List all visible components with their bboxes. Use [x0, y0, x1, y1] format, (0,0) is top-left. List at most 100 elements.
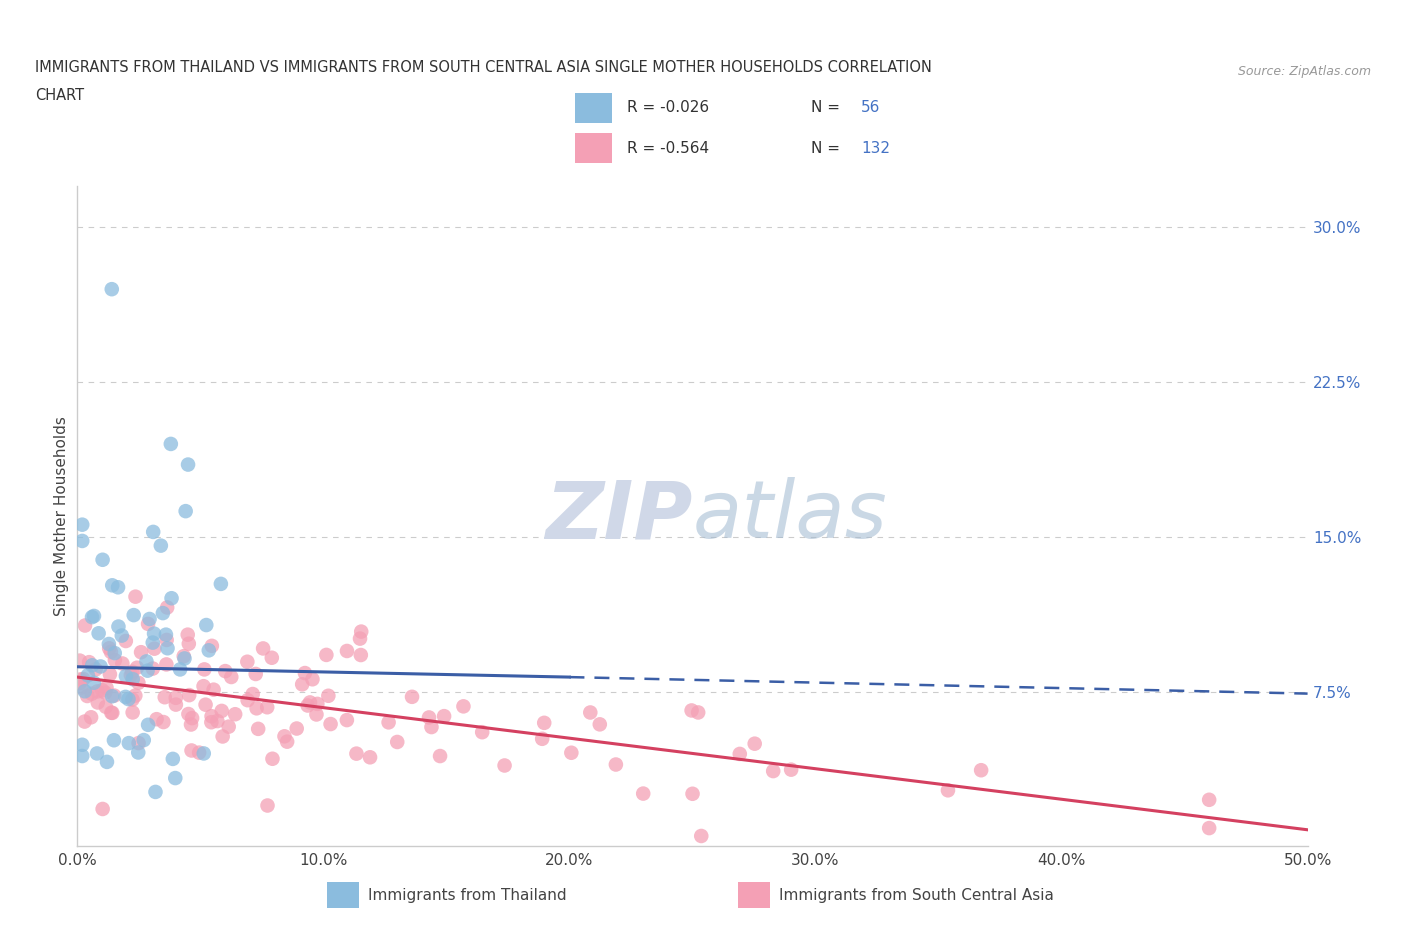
Point: [681, 703, 703, 718]
Text: Immigrants from South Central Asia: Immigrants from South Central Asia: [779, 887, 1054, 903]
Point: [94, 685, 117, 700]
Point: [87, 626, 110, 641]
Point: [165, 698, 187, 712]
Text: IMMIGRANTS FROM THAILAND VS IMMIGRANTS FROM SOUTH CENTRAL ASIA SINGLE MOTHER HOU: IMMIGRANTS FROM THAILAND VS IMMIGRANTS F…: [35, 60, 932, 75]
Point: [298, 695, 321, 710]
Point: [744, 737, 766, 751]
Point: [179, 687, 201, 702]
Point: [160, 591, 183, 605]
Point: [471, 724, 494, 739]
Bar: [326, 883, 359, 908]
Point: [121, 705, 143, 720]
Point: [236, 655, 259, 670]
Point: [115, 669, 138, 684]
Point: [80, 610, 103, 625]
Point: [177, 627, 200, 642]
Point: [73, 618, 96, 633]
Point: [73, 714, 96, 729]
Point: [433, 709, 456, 724]
Point: [688, 705, 710, 720]
Point: [211, 729, 233, 744]
Point: [124, 688, 146, 703]
Point: [153, 690, 176, 705]
Point: [101, 689, 124, 704]
Point: [180, 743, 202, 758]
Point: [201, 638, 224, 653]
Point: [98, 667, 121, 682]
Point: [82, 658, 104, 672]
Text: R = -0.026: R = -0.026: [627, 100, 709, 115]
Point: [136, 617, 159, 631]
Text: Immigrants from Thailand: Immigrants from Thailand: [368, 887, 567, 903]
Point: [83, 608, 105, 623]
Point: [118, 736, 141, 751]
Point: [262, 751, 284, 766]
Point: [533, 715, 555, 730]
Point: [138, 612, 160, 627]
Point: [76, 668, 98, 683]
Point: [107, 579, 129, 594]
Point: [132, 733, 155, 748]
Point: [145, 785, 167, 800]
Point: [276, 734, 298, 749]
Point: [87, 695, 110, 710]
Point: [90, 659, 112, 674]
Point: [101, 578, 124, 592]
Point: [173, 651, 195, 666]
Point: [177, 636, 200, 651]
Point: [224, 707, 246, 722]
Point: [682, 787, 704, 802]
Point: [162, 751, 184, 766]
Point: [970, 763, 993, 777]
Point: [156, 600, 179, 615]
Text: N =: N =: [811, 100, 845, 115]
Point: [188, 745, 211, 760]
Point: [936, 783, 959, 798]
Point: [418, 710, 440, 724]
Point: [200, 715, 222, 730]
Point: [429, 749, 451, 764]
Point: [252, 641, 274, 656]
Point: [121, 692, 143, 707]
Point: [70, 749, 93, 764]
Point: [256, 699, 278, 714]
Text: CHART: CHART: [35, 88, 84, 103]
Point: [762, 764, 785, 778]
Point: [193, 746, 215, 761]
Point: [174, 504, 197, 519]
Point: [780, 763, 803, 777]
Point: [100, 644, 122, 659]
Point: [94, 699, 117, 714]
Point: [69, 653, 91, 668]
Point: [107, 619, 129, 634]
Point: [98, 641, 121, 656]
Point: [560, 745, 582, 760]
Point: [103, 688, 125, 703]
Point: [156, 641, 179, 656]
Point: [173, 649, 195, 664]
Point: [195, 618, 218, 632]
Point: [207, 713, 229, 728]
Point: [111, 628, 134, 643]
Point: [156, 632, 179, 647]
Point: [305, 707, 328, 722]
Point: [122, 607, 145, 622]
Point: [104, 653, 127, 668]
Point: [114, 633, 136, 648]
Text: atlas: atlas: [693, 477, 887, 555]
Point: [420, 720, 443, 735]
Point: [294, 666, 316, 681]
Point: [103, 733, 125, 748]
Point: [135, 654, 157, 669]
Point: [101, 706, 124, 721]
Point: [242, 686, 264, 701]
Point: [285, 721, 308, 736]
Point: [346, 746, 368, 761]
Point: [127, 745, 149, 760]
Point: [236, 693, 259, 708]
Point: [70, 737, 93, 752]
Point: [70, 517, 93, 532]
Text: ZIP: ZIP: [546, 477, 693, 555]
Point: [155, 657, 177, 671]
Point: [291, 677, 314, 692]
